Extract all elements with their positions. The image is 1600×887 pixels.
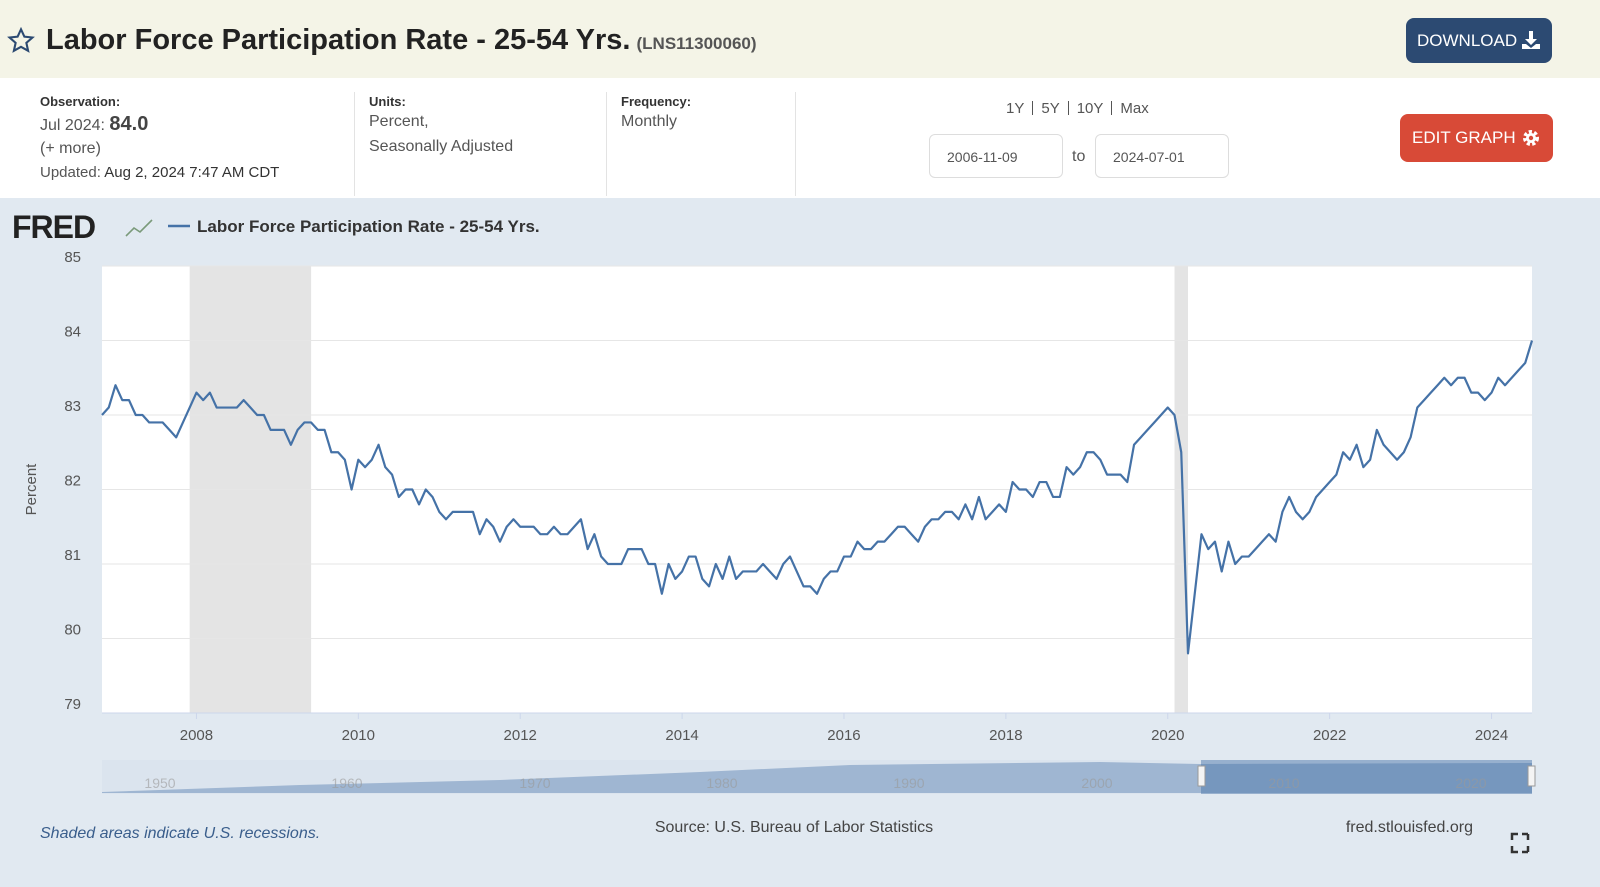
y-tick-label: 83	[64, 398, 81, 415]
navigator-label: 1980	[706, 775, 737, 791]
header	[0, 0, 1600, 78]
units-value: Percent,	[369, 113, 429, 130]
series-id: (LNS11300060)	[636, 34, 757, 53]
units-value: Seasonally Adjusted	[369, 138, 514, 155]
observation: Jul 2024: 84.0	[40, 112, 148, 138]
divider	[1032, 101, 1034, 115]
observation-date: Jul 2024:	[40, 117, 105, 134]
navigator-label: 1970	[519, 775, 550, 791]
navigator-label: 2000	[1081, 775, 1112, 791]
frequency-label: Frequency:	[621, 94, 692, 109]
navigator-handle[interactable]	[1197, 765, 1206, 787]
units-label: Units:	[369, 94, 406, 109]
x-tick-label: 2018	[989, 727, 1022, 744]
observation-label: Observation:	[40, 94, 121, 109]
navigator-label: 1950	[144, 775, 175, 791]
title-text: Labor Force Participation Rate - 25-54 Y…	[46, 24, 631, 56]
x-tick-label: 2010	[342, 727, 375, 744]
updated: Updated: Aug 2, 2024 7:47 AM CDT	[40, 161, 279, 185]
updated-value: Aug 2, 2024 7:47 AM CDT	[104, 164, 280, 181]
y-tick-label: 85	[64, 249, 81, 266]
more-link[interactable]: (+ more)	[40, 140, 101, 157]
x-tick-label: 2022	[1313, 727, 1346, 744]
end-date-input[interactable]: 2024-07-01	[1095, 134, 1229, 178]
y-tick-label: 81	[64, 547, 81, 564]
divider	[1111, 101, 1113, 115]
series-line	[101, 340, 1534, 655]
x-tick-label: 2020	[1151, 727, 1184, 744]
download-icon	[1522, 31, 1540, 49]
logo-icon	[125, 219, 153, 237]
range-button[interactable]: 1Y	[1006, 100, 1025, 117]
edit-graph-label: EDIT GRAPH	[1412, 128, 1516, 147]
navigator-label: 2010	[1268, 775, 1299, 791]
range-button[interactable]: Max	[1120, 100, 1149, 117]
navigator-label: 2020	[1455, 775, 1486, 791]
y-tick-label: 82	[64, 473, 81, 490]
range-button[interactable]: 10Y	[1076, 100, 1104, 117]
navigator-selection[interactable]	[1201, 760, 1532, 794]
title: Labor Force Participation Rate - 25-54 Y…	[46, 24, 757, 57]
gear-icon	[1523, 130, 1539, 146]
x-tick-label: 2024	[1475, 727, 1508, 744]
updated-label: Updated:	[40, 164, 101, 181]
x-tick-label: 2008	[180, 727, 213, 744]
range-buttons: 1Y 5Y 10Y Max	[1006, 100, 1149, 117]
y-axis-label: Percent	[23, 463, 40, 516]
y-tick-label: 79	[64, 696, 81, 713]
footer-note: Shaded areas indicate U.S. recessions.	[40, 825, 320, 842]
navigator-label: 1990	[893, 775, 924, 791]
range-button[interactable]: 5Y	[1041, 100, 1060, 117]
to-label: to	[1072, 148, 1086, 165]
x-tick-label: 2014	[665, 727, 698, 744]
x-tick-label: 2012	[504, 727, 537, 744]
logo: FRED	[12, 209, 95, 245]
start-date-input[interactable]: 2006-11-09	[929, 134, 1063, 178]
y-tick-label: 80	[64, 622, 81, 639]
separator	[354, 92, 355, 196]
legend-label: Labor Force Participation Rate - 25-54 Y…	[197, 217, 540, 236]
footer-source: Source: U.S. Bureau of Labor Statistics	[655, 819, 933, 836]
y-tick-label: 84	[64, 324, 81, 341]
separator	[606, 92, 607, 196]
separator	[795, 92, 796, 196]
navigator-handle[interactable]	[1527, 765, 1536, 787]
download-button[interactable]: DOWNLOAD	[1406, 18, 1552, 63]
chart: 79 80 81 82 83 84 85 2008 2010 2012 2014 2016 2018 20…	[0, 198, 1600, 887]
navigator-area	[102, 762, 1532, 793]
edit-graph-button[interactable]: EDIT GRAPH	[1400, 114, 1553, 162]
frequency-value: Monthly	[621, 113, 678, 130]
x-tick-label: 2016	[827, 727, 860, 744]
download-label: DOWNLOAD	[1417, 31, 1518, 50]
fullscreen-icon[interactable]	[1510, 832, 1530, 854]
navigator-label: 1960	[331, 775, 362, 791]
observation-value: 84.0	[109, 113, 149, 135]
divider	[1067, 101, 1069, 115]
footer-site: fred.stlouisfed.org	[1346, 819, 1473, 836]
star-icon[interactable]	[7, 27, 35, 55]
